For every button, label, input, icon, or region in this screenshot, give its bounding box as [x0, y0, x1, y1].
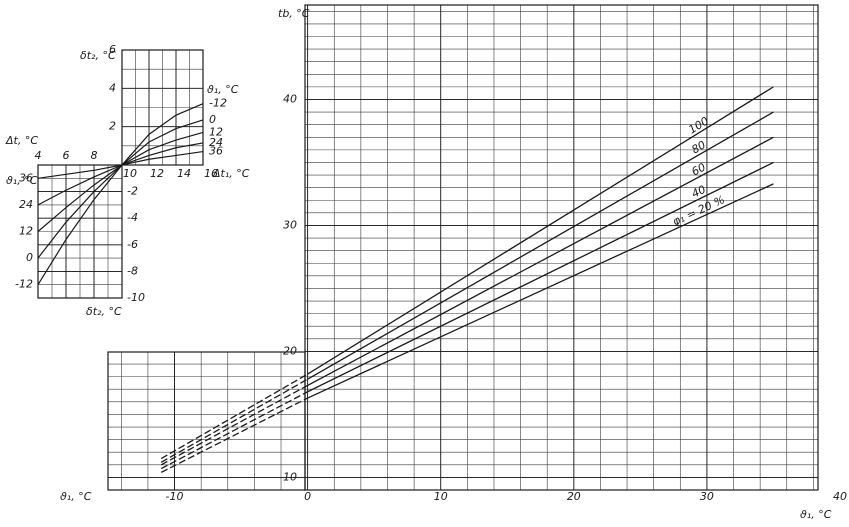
series-label: 0 — [209, 113, 216, 126]
series-line — [160, 397, 308, 473]
y-tick-label: -8 — [127, 264, 138, 277]
x-tick-label: 4 — [35, 149, 42, 162]
x-tick-label: 16 — [204, 167, 218, 180]
series-label: 36 — [19, 171, 33, 184]
y-tick-label: -10 — [127, 291, 145, 304]
series-label: 12 — [209, 125, 223, 138]
series-line — [160, 373, 308, 460]
series-line — [121, 142, 204, 166]
main-y-axis-label: tb, °C — [278, 7, 310, 20]
upper-inset-x-label: Δt₁, °C — [212, 167, 250, 180]
series-line — [121, 150, 204, 166]
series-line — [37, 164, 123, 179]
series-label: 12 — [19, 225, 33, 238]
series-label: 80 — [689, 138, 708, 156]
series-line — [37, 164, 123, 286]
x-tick-label: 0 — [304, 490, 311, 503]
series-line — [307, 161, 774, 393]
x-tick-label: 8 — [91, 149, 98, 162]
x-tick-label: 10 — [123, 167, 137, 180]
grid-frame — [304, 4, 819, 491]
y-tick-label: 10 — [283, 470, 297, 483]
series-line — [121, 119, 204, 166]
series-line — [307, 136, 774, 387]
y-tick-label: 2 — [109, 120, 116, 133]
grid-frame — [121, 49, 204, 166]
series-label: 36 — [209, 145, 223, 158]
main-x-axis-label: ϑ₁, °C — [800, 508, 832, 521]
series-line — [307, 111, 774, 380]
series-line — [160, 378, 308, 463]
grid-frame — [107, 351, 306, 491]
series-label: 60 — [689, 161, 707, 179]
y-tick-label: 4 — [109, 81, 116, 94]
upper-inset-y-label: δt₂, °C — [80, 49, 116, 62]
series-label: 40 — [690, 183, 708, 201]
series-label: 24 — [209, 136, 223, 149]
series-line — [160, 391, 308, 470]
x-tick-label: 6 — [63, 149, 70, 162]
lower-inset-x-label: Δt, °C — [5, 134, 38, 147]
series-line — [160, 384, 308, 466]
x-tick-label: 14 — [177, 167, 191, 180]
series-line — [307, 183, 774, 399]
y-tick-label: 30 — [283, 218, 297, 231]
x-tick-label: -10 — [166, 490, 184, 503]
upper-inset-series-title: ϑ₁, °C — [207, 83, 239, 96]
series-line — [307, 86, 774, 375]
series-line — [37, 164, 123, 206]
x-tick-label: 20 — [567, 490, 581, 503]
main-x-axis-label-start: ϑ₁, °C — [60, 490, 92, 503]
y-tick-label: 6 — [109, 43, 116, 56]
y-tick-label: 20 — [283, 344, 297, 357]
series-line — [37, 164, 123, 259]
x-tick-label: 10 — [434, 490, 448, 503]
y-tick-label: 40 — [283, 92, 297, 105]
x-tick-label: 40 — [833, 490, 847, 503]
series-label: 24 — [19, 198, 33, 211]
series-line — [121, 103, 204, 166]
series-label: 0 — [26, 251, 33, 264]
x-tick-label: 12 — [150, 167, 164, 180]
lower-inset-y-label: δt₂, °C — [86, 305, 122, 318]
x-tick-label: 30 — [700, 490, 714, 503]
y-tick-label: -6 — [127, 238, 138, 251]
series-line — [37, 164, 123, 232]
y-tick-label: -4 — [127, 211, 138, 224]
y-tick-label: -2 — [127, 185, 138, 198]
lower-inset-series-title: ϑ₁, °C — [6, 174, 38, 187]
series-label: -12 — [209, 97, 227, 110]
series-line — [121, 131, 204, 166]
series-label: -12 — [15, 278, 33, 291]
